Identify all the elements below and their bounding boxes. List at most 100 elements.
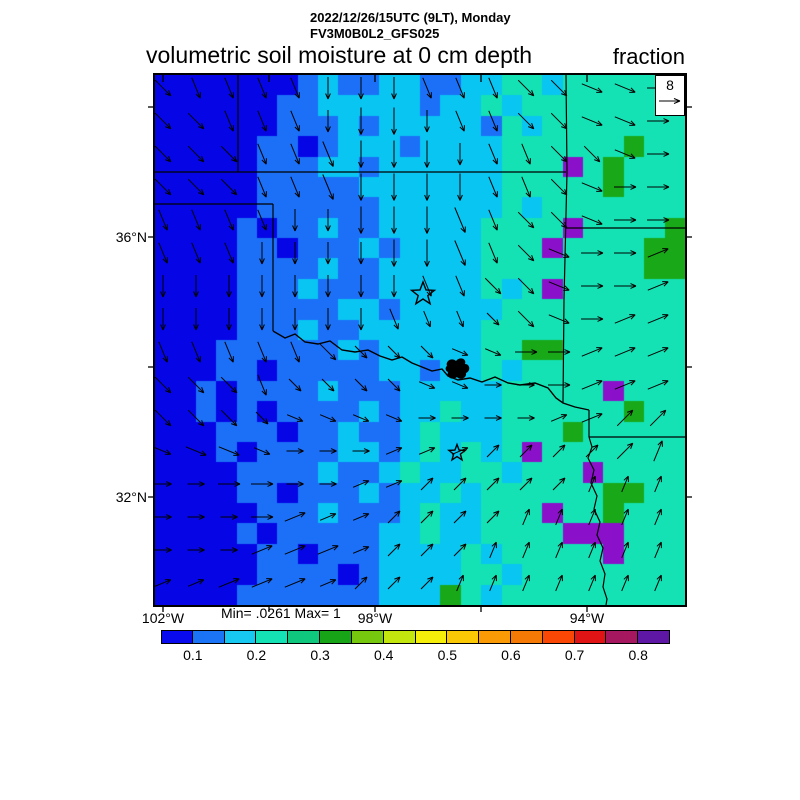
wind-vector-arrow <box>454 207 466 233</box>
wind-vector-arrow <box>550 79 568 97</box>
wind-vector-arrow <box>418 415 436 421</box>
colorbar-tick-label: 0.6 <box>501 647 521 663</box>
colorbar-segment <box>541 630 575 644</box>
colorbar-tick-label: 0.7 <box>564 647 585 663</box>
wind-vector-arrow <box>583 145 601 163</box>
colorbar-segment <box>478 630 511 644</box>
wind-vector-arrow <box>154 178 172 196</box>
wind-vector-arrow <box>588 508 596 526</box>
wind-vector-arrow <box>358 173 364 201</box>
wind-vector-arrow <box>352 480 370 488</box>
wind-vector-arrow <box>451 415 469 421</box>
wind-vector-arrow <box>354 345 368 359</box>
wind-vector-arrow <box>322 174 334 200</box>
wind-vector-arrow <box>257 143 267 165</box>
wind-vector-arrow <box>154 409 172 427</box>
wind-vector-arrow <box>325 77 331 100</box>
wind-vector-arrow <box>486 444 500 458</box>
wind-vector-arrow <box>154 112 172 130</box>
wind-vector-arrow <box>321 378 335 392</box>
wind-vector-arrow <box>455 275 465 297</box>
wind-vector-arrow <box>218 481 241 487</box>
wind-vector-arrow <box>654 508 662 526</box>
wind-vector-arrow <box>251 578 273 588</box>
wind-vector-arrow <box>290 110 300 132</box>
wind-vector-arrow <box>257 110 267 132</box>
wind-vector-arrow <box>358 242 364 265</box>
wind-vector-arrow <box>614 217 637 223</box>
wind-vector-arrow <box>187 376 205 394</box>
wind-vector-arrow <box>319 448 337 454</box>
wind-vector-arrow <box>391 140 397 168</box>
wind-vector-arrow <box>358 275 364 298</box>
wind-vector-arrow <box>488 77 498 99</box>
wind-vector-arrow <box>387 345 401 359</box>
wind-vector-arrow <box>647 347 669 357</box>
wind-reference-value: 8 <box>666 77 674 93</box>
wind-vector-arrow <box>653 440 663 462</box>
colorbar-tick-label: 0.8 <box>628 647 648 663</box>
wind-vector-arrow <box>187 579 205 587</box>
map-panel <box>148 73 692 612</box>
wind-vector-arrow <box>319 513 337 521</box>
wind-vector-arrow <box>422 77 432 99</box>
colorbar-segment <box>255 630 289 644</box>
wind-vector-arrow <box>621 508 629 526</box>
wind-vector-arrow <box>224 209 234 231</box>
wind-vector-arrow <box>581 250 604 256</box>
colorbar-tick-label: 0.4 <box>373 647 394 663</box>
wind-vector-arrow <box>257 209 267 231</box>
wind-vector-arrow <box>224 77 234 99</box>
wind-vector-arrow <box>319 343 337 361</box>
colorbar-segment <box>509 630 543 644</box>
wind-vector-arrow <box>647 314 669 324</box>
wind-vector-arrow <box>191 242 201 264</box>
wind-vector-arrow <box>456 574 464 592</box>
wind-vector-arrow <box>358 308 364 331</box>
wind-vector-arrow <box>453 510 467 524</box>
wind-vector-arrow <box>317 545 339 555</box>
wind-vector-arrow <box>385 414 403 422</box>
wind-vector-arrow <box>325 209 331 232</box>
wind-vector-arrow <box>581 316 604 322</box>
wind-vector-arrow <box>517 310 535 328</box>
wind-vector-arrow <box>257 341 267 363</box>
wind-vector-arrow <box>517 112 535 130</box>
units-label: fraction <box>612 44 685 69</box>
wind-vector-arrow <box>290 176 300 198</box>
wind-vector-arrow <box>290 77 300 99</box>
wind-vector-arrow <box>418 447 436 455</box>
colorbar-segment <box>637 630 670 644</box>
wind-vector-arrow <box>160 275 166 298</box>
colorbar-segment <box>191 630 225 644</box>
wind-vector-arrow <box>581 380 603 390</box>
wind-vector-arrow <box>420 576 434 590</box>
city-star-marker <box>409 280 437 306</box>
wind-vector-arrow <box>154 376 172 394</box>
colorbar-tick-label: 0.1 <box>183 647 203 663</box>
wind-vector-arrow <box>325 308 331 331</box>
lat-label-32n: 32°N <box>115 489 147 505</box>
colorbar-tick-label: 0.5 <box>437 647 458 663</box>
wind-vector-arrow <box>220 178 238 196</box>
wind-vector-arrow <box>325 242 331 265</box>
wind-vector-arrow <box>550 178 568 196</box>
wind-vector-arrow <box>160 308 166 331</box>
wind-vector-arrow <box>253 447 271 455</box>
wind-vector-arrow <box>319 579 337 587</box>
wind-vector-arrow <box>257 77 267 99</box>
wind-vector-arrow <box>488 176 498 198</box>
soil-moisture-field <box>155 75 685 605</box>
wind-vector-arrow <box>517 79 535 97</box>
colorbar-tick-label: 0.3 <box>310 647 330 663</box>
colorbar-segment <box>446 630 480 644</box>
wind-vector-arrow <box>191 209 201 231</box>
wind-vector-arrow <box>187 514 205 520</box>
wind-vector-arrow <box>581 215 603 225</box>
colorbar-segment <box>382 630 416 644</box>
lake-texoma-blob <box>445 358 470 379</box>
wind-vector-arrow <box>453 477 467 491</box>
wind-vector-arrow <box>550 145 568 163</box>
wind-vector-arrow <box>193 308 199 331</box>
